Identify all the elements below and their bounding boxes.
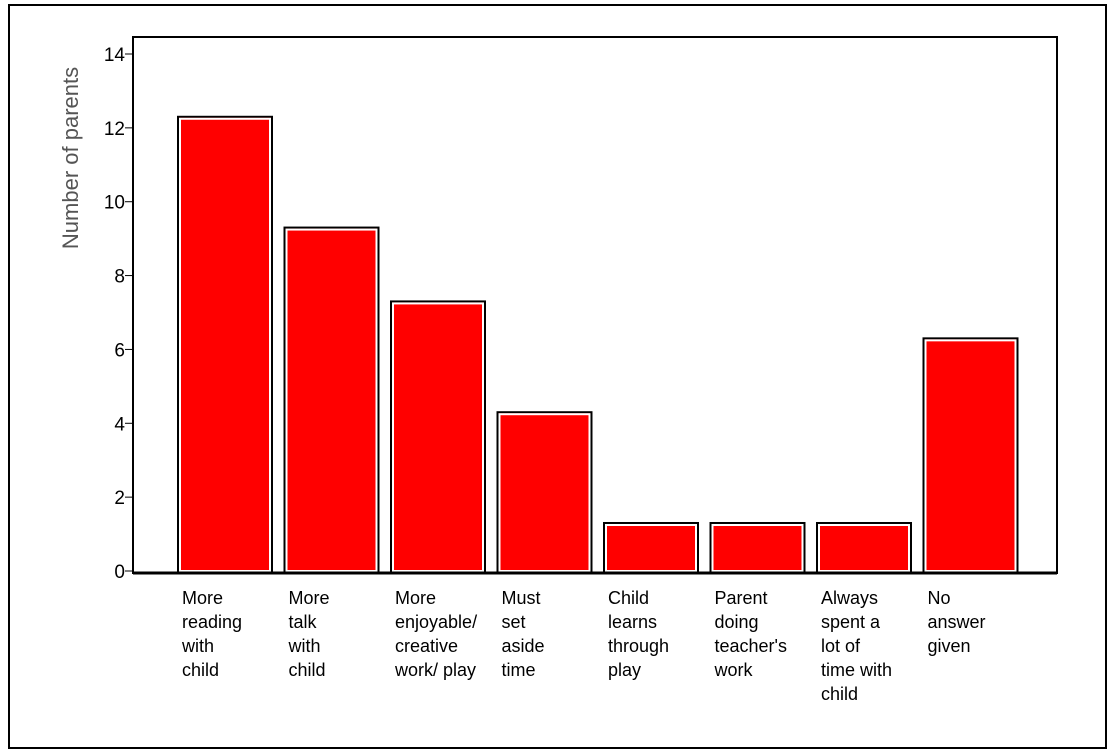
x-category-label-line: More (182, 588, 223, 608)
x-category-label-line: talk (289, 612, 318, 632)
y-tick-label: 4 (114, 414, 125, 435)
y-tick-label: 8 (114, 267, 125, 288)
x-category-label-line: time with (821, 660, 892, 680)
x-category-label-line: child (289, 660, 326, 680)
y-tick-label: 12 (104, 119, 125, 140)
x-category-label-line: with (181, 636, 214, 656)
y-tick-label: 14 (104, 45, 126, 66)
bar-5-edge (711, 523, 804, 572)
bar-6-edge (818, 523, 910, 572)
x-category-label-line: Child (608, 588, 649, 608)
x-category-label: Always spent a lot of time with child (821, 588, 892, 704)
x-category-label-line: given (928, 636, 971, 656)
x-category-label-line: spent a (821, 612, 881, 632)
x-category-label-line: set (502, 612, 526, 632)
bar-2 (390, 300, 486, 572)
x-category-label-line: teacher's (715, 636, 787, 656)
x-category-label-line: lot of (821, 636, 861, 656)
x-category-label: More reading with child (181, 588, 242, 680)
x-category-label-line: doing (715, 612, 759, 632)
x-category-label: Must set aside time (502, 588, 545, 680)
bar-3 (496, 411, 593, 573)
x-category-label-line: answer (928, 612, 986, 632)
bar-5 (709, 521, 806, 572)
x-category-label-line: enjoyable/ (395, 612, 477, 632)
y-tick-label: 2 (114, 488, 125, 509)
x-category-label-line: time (502, 660, 536, 680)
x-category-label-line: aside (502, 636, 545, 656)
x-category-label: Child learns through play (608, 588, 669, 680)
bar-4-edge (605, 523, 697, 572)
bar-7-edge (924, 339, 1017, 572)
bar-1 (283, 226, 380, 572)
x-category-label: Parent doing teacher's work (714, 588, 787, 680)
x-category-label: More enjoyable/creative work/ play (394, 588, 477, 680)
x-category-label-line: work (714, 660, 754, 680)
x-category-label-line: child (821, 684, 858, 704)
x-category-label-line: Always (821, 588, 878, 608)
y-axis-label: Number of parents (58, 67, 83, 249)
bar-7 (922, 337, 1019, 572)
x-category-label-line: Parent (715, 588, 768, 608)
bar-6 (816, 521, 912, 572)
y-tick-label: 0 (114, 562, 125, 583)
x-category-label-line: More (395, 588, 436, 608)
x-category-label: More talk with child (288, 588, 330, 680)
x-category-label-line: child (182, 660, 219, 680)
bar-0 (177, 115, 273, 573)
y-tick-label: 10 (104, 193, 125, 214)
bar-3-edge (498, 413, 591, 573)
x-category-label-line: learns (608, 612, 657, 632)
x-category-label-line: No (928, 588, 951, 608)
x-category-label-line: creative (395, 636, 458, 656)
x-category-label-line: reading (182, 612, 242, 632)
x-category-label-line: More (289, 588, 330, 608)
bars-layer (177, 115, 1019, 573)
x-category-label-line: Must (502, 588, 541, 608)
x-category-label: No answer given (928, 588, 986, 656)
y-tick-label: 6 (114, 340, 125, 361)
bar-2-edge (392, 302, 484, 572)
x-category-label-line: work/ play (394, 660, 476, 680)
bar-4 (603, 521, 699, 572)
bar-0-edge (179, 117, 271, 573)
x-category-label-line: through (608, 636, 669, 656)
y-ticks: 0 2 4 6 8 10 12 14 (104, 45, 133, 583)
bar-1-edge (285, 228, 378, 572)
x-category-label-line: play (608, 660, 641, 680)
x-category-label-line: with (288, 636, 321, 656)
